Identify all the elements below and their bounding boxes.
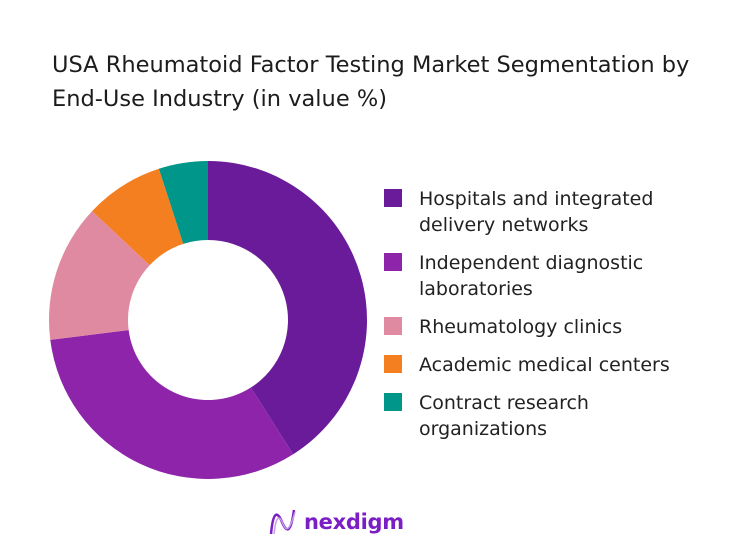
legend-label: Hospitals and integrated delivery networ… [419, 188, 654, 236]
donut-slice-0 [208, 161, 367, 455]
legend-label: Rheumatology clinics [419, 316, 623, 338]
legend-item: Rheumatology clinics [384, 314, 734, 340]
legend-swatch [384, 355, 402, 373]
legend-label: Contract research organizations [419, 392, 589, 440]
legend-swatch [384, 317, 402, 335]
legend-label: Academic medical centers [419, 354, 670, 376]
legend-item: Independent diagnostic laboratories [384, 250, 734, 302]
logo-text: nexdigm [304, 510, 404, 534]
chart-title: USA Rheumatoid Factor Testing Market Seg… [52, 52, 690, 112]
legend-swatch [384, 393, 402, 411]
legend-item: Hospitals and integrated delivery networ… [384, 186, 734, 238]
donut-slice-3 [92, 168, 184, 266]
donut-slice-2 [48, 211, 150, 340]
legend-item: Academic medical centers [384, 352, 734, 378]
legend: Hospitals and integrated delivery networ… [384, 186, 734, 454]
legend-swatch [384, 189, 402, 207]
legend-label: Independent diagnostic laboratories [419, 252, 644, 300]
nexdigm-logo-icon [269, 509, 296, 535]
donut-slice-4 [158, 161, 208, 244]
donut-slice-1 [50, 330, 294, 479]
legend-swatch [384, 253, 402, 271]
legend-item: Contract research organizations [384, 390, 734, 442]
nexdigm-logo: nexdigm [268, 507, 404, 537]
